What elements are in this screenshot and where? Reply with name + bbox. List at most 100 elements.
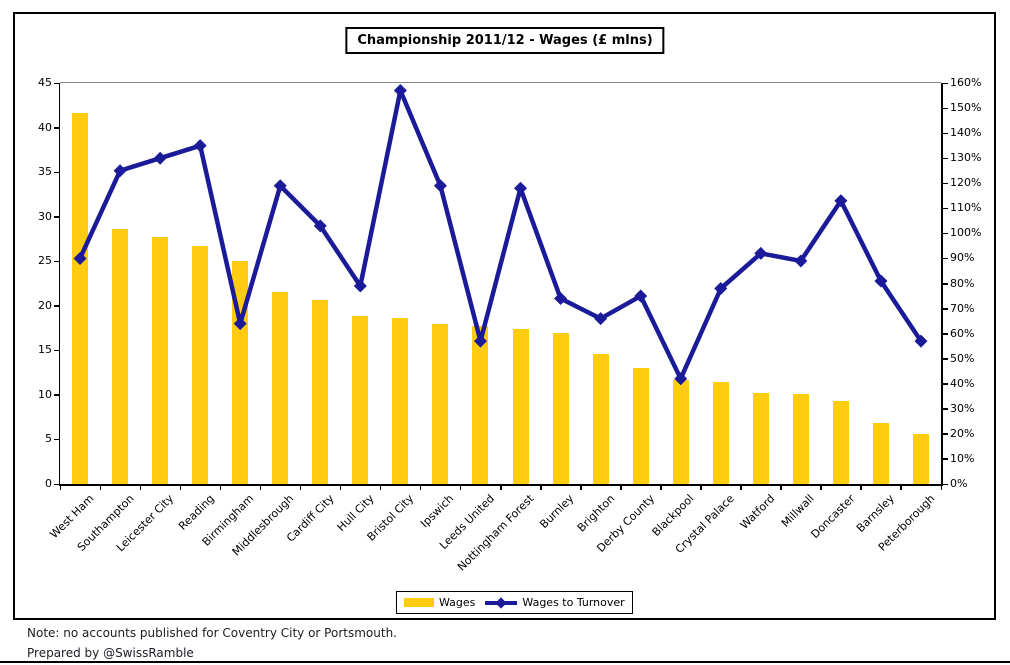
- left-axis-tick: [53, 438, 59, 441]
- right-axis-tick: [942, 433, 948, 435]
- right-axis-tick: [942, 132, 948, 135]
- right-axis-tick: [942, 408, 948, 410]
- right-axis-tick-label: 40%: [950, 376, 975, 390]
- right-axis-tick-label: 10%: [950, 451, 975, 465]
- wage-bar: [312, 299, 329, 484]
- right-axis-tick: [942, 82, 948, 84]
- x-axis-tick: [780, 484, 782, 490]
- x-axis-tick: [700, 484, 702, 490]
- wage-bar: [832, 401, 849, 484]
- wage-bar: [432, 323, 449, 484]
- wage-bar: [112, 229, 129, 484]
- left-axis-line: [58, 83, 60, 486]
- right-axis-tick: [942, 157, 948, 160]
- wage-bar: [72, 113, 89, 484]
- x-axis-tick: [620, 484, 622, 490]
- left-axis-tick: [53, 305, 59, 307]
- legend-label-wages-to-turnover: Wages to Turnover: [522, 596, 625, 609]
- left-axis-tick: [53, 349, 59, 352]
- wage-bar: [672, 379, 689, 484]
- right-axis-tick: [942, 458, 948, 460]
- left-axis-tick-label: 25: [38, 254, 52, 268]
- wage-bar: [392, 318, 409, 484]
- legend-label-wages: Wages: [439, 596, 476, 609]
- right-axis-tick-label: 60%: [950, 326, 975, 340]
- right-axis-tick-label: 80%: [950, 276, 975, 290]
- right-axis-tick: [942, 308, 948, 310]
- x-axis-tick: [219, 484, 222, 490]
- wage-bar: [912, 434, 929, 484]
- x-axis-tick: [339, 484, 342, 490]
- plot-top-gridline: [60, 82, 941, 83]
- right-axis-tick: [942, 232, 948, 235]
- left-axis-tick-label: 5: [45, 432, 52, 446]
- left-axis-tick-label: 30: [38, 209, 52, 223]
- x-axis-tick: [259, 484, 262, 490]
- left-axis-tick-label: 10: [38, 387, 52, 401]
- x-axis-tick: [740, 484, 742, 490]
- x-axis-tick: [459, 484, 462, 490]
- right-axis-tick: [942, 483, 948, 485]
- legend: Wages Wages to Turnover: [396, 591, 633, 614]
- note-accounts: Note: no accounts published for Coventry…: [27, 626, 397, 640]
- right-axis-tick: [942, 257, 948, 260]
- wage-bar: [272, 292, 289, 484]
- left-axis-tick: [53, 394, 59, 396]
- x-axis-tick: [59, 484, 61, 490]
- x-axis-tick: [660, 484, 662, 490]
- wage-bar: [352, 315, 369, 484]
- x-axis-tick: [540, 484, 542, 490]
- x-axis-tick: [379, 484, 382, 490]
- right-axis-tick-label: 0%: [950, 477, 968, 490]
- x-axis-tick: [419, 484, 422, 490]
- x-axis-tick: [299, 484, 302, 490]
- wages-to-turnover-legend-icon: [485, 596, 518, 609]
- left-axis-tick-label: 35: [38, 165, 52, 179]
- x-axis-tick: [99, 484, 102, 490]
- x-axis-tick: [139, 484, 142, 490]
- chart-title-box: Championship 2011/12 - Wages (£ mlns): [345, 27, 665, 54]
- left-axis-tick: [53, 483, 59, 485]
- left-axis-tick: [53, 216, 59, 218]
- x-axis-tick: [820, 484, 822, 490]
- x-axis-tick: [500, 484, 502, 490]
- x-axis-tick: [940, 484, 942, 490]
- x-axis-tick: [580, 484, 582, 490]
- right-axis-tick: [942, 283, 948, 285]
- right-axis-tick: [942, 358, 948, 360]
- x-axis-tick: [900, 484, 902, 490]
- left-axis-tick-label: 40: [38, 120, 52, 134]
- wage-bar: [792, 393, 809, 484]
- right-axis-tick: [942, 182, 948, 185]
- wage-bar: [152, 237, 169, 484]
- wage-bar: [552, 332, 569, 484]
- right-axis-tick: [942, 383, 948, 385]
- right-axis-tick: [942, 207, 948, 210]
- right-axis-tick-label: 70%: [950, 301, 975, 315]
- left-axis-tick-label: 0: [45, 477, 52, 490]
- x-axis-tick: [860, 484, 862, 490]
- right-axis-tick-label: 110%: [950, 201, 982, 215]
- note-prepared-by: Prepared by @SwissRamble: [27, 646, 194, 660]
- right-axis-tick: [942, 333, 948, 335]
- left-axis-tick: [53, 260, 59, 263]
- wage-bar: [872, 422, 889, 484]
- right-axis-line: [941, 83, 943, 486]
- x-axis-tick: [179, 484, 182, 490]
- left-axis-tick-label: 15: [38, 343, 52, 357]
- wages-legend-swatch: [404, 598, 434, 607]
- right-axis-tick-label: 160%: [950, 76, 982, 89]
- wage-bar: [512, 328, 529, 484]
- right-axis-tick-label: 30%: [950, 401, 975, 415]
- right-axis-tick-label: 120%: [950, 176, 982, 190]
- left-axis-tick: [53, 171, 59, 174]
- chart-title: Championship 2011/12 - Wages (£ mlns): [357, 33, 653, 48]
- wage-bar: [192, 246, 209, 484]
- right-axis-tick-label: 20%: [950, 426, 975, 440]
- wage-bar: [592, 353, 609, 484]
- right-axis-tick-label: 50%: [950, 351, 975, 365]
- legend-diamond-marker: [495, 596, 508, 609]
- wage-bar: [632, 368, 649, 484]
- right-axis-tick-label: 140%: [950, 126, 982, 140]
